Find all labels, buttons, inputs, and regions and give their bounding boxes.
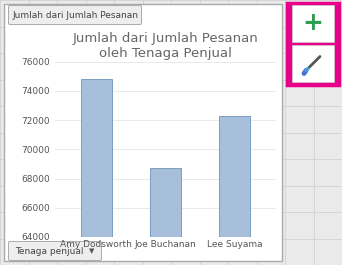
Bar	[81, 79, 112, 265]
Text: +: +	[303, 11, 324, 36]
Bar	[292, 5, 334, 42]
Text: oleh Tenaga Penjual: oleh Tenaga Penjual	[99, 46, 232, 60]
FancyBboxPatch shape	[9, 241, 102, 260]
Text: Jumlah dari Jumlah Pesanan: Jumlah dari Jumlah Pesanan	[12, 11, 138, 20]
FancyBboxPatch shape	[9, 6, 142, 24]
Bar	[292, 45, 334, 82]
Text: Tenaga penjual: Tenaga penjual	[15, 246, 83, 255]
Text: Jumlah dari Jumlah Pesanan: Jumlah dari Jumlah Pesanan	[73, 32, 258, 45]
Text: ▼: ▼	[89, 248, 95, 254]
Bar	[4, 4, 282, 261]
Bar	[150, 168, 181, 265]
Bar	[287, 3, 339, 85]
Bar	[219, 116, 250, 265]
